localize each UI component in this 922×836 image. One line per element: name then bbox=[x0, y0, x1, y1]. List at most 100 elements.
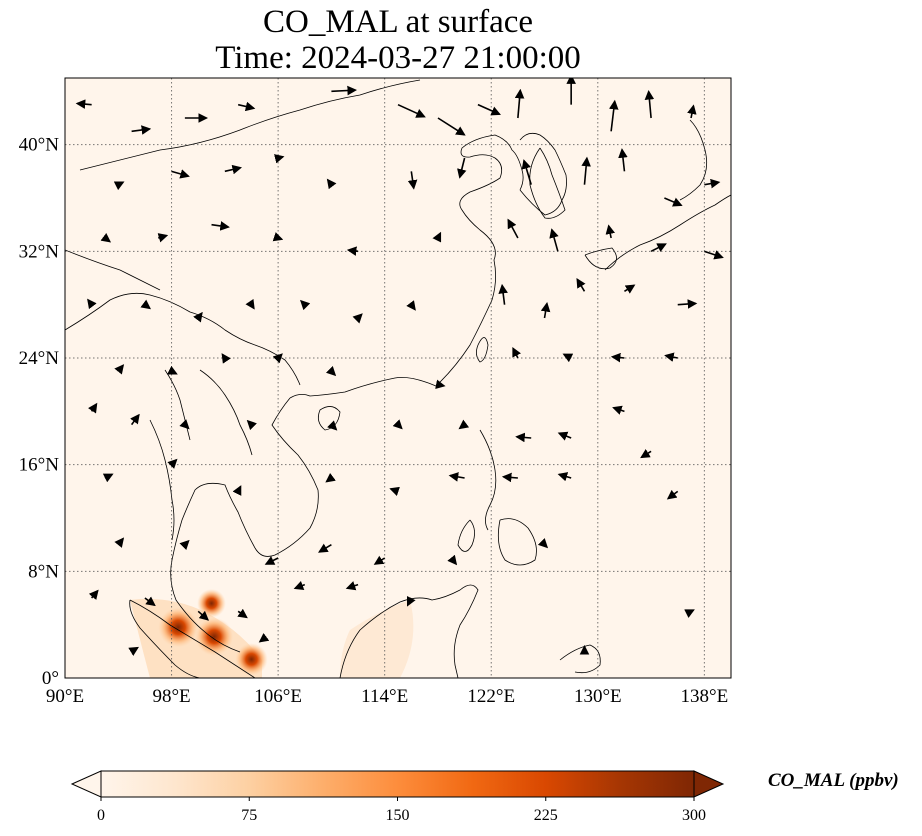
wind-arrow bbox=[507, 218, 519, 239]
chart-title-line-1: CO_MAL at surface bbox=[262, 4, 534, 40]
wind-arrow bbox=[128, 646, 139, 656]
wind-arrow bbox=[113, 181, 125, 191]
wind-arrow bbox=[666, 489, 679, 500]
colorbar-tick-label: 0 bbox=[97, 807, 105, 824]
wind-arrow bbox=[437, 117, 466, 136]
wind-arrow bbox=[540, 302, 551, 319]
wind-arrow bbox=[447, 554, 458, 566]
colorbar-bar bbox=[100, 770, 695, 798]
wind-arrow bbox=[458, 419, 470, 430]
wind-arrow bbox=[264, 556, 279, 565]
lon-tick-label: 114°E bbox=[361, 686, 408, 707]
wind-arrow bbox=[498, 283, 508, 305]
coastlines bbox=[65, 79, 731, 678]
wind-arrow bbox=[650, 243, 667, 253]
map-gridlines bbox=[65, 78, 731, 678]
wind-arrow bbox=[397, 103, 426, 118]
lat-tick-label: 0° bbox=[42, 668, 59, 689]
wind-arrow bbox=[179, 539, 190, 551]
wind-arrow bbox=[537, 538, 549, 549]
lon-tick-label: 138°E bbox=[681, 686, 729, 707]
wind-arrow bbox=[514, 88, 525, 119]
wind-arrow bbox=[457, 157, 467, 179]
wind-arrow bbox=[258, 632, 270, 643]
wind-arrow bbox=[246, 419, 257, 431]
lat-tick-label: 24°N bbox=[19, 348, 60, 369]
wind-arrow bbox=[704, 178, 721, 189]
colorbar-label: CO_MAL (ppbv) bbox=[768, 770, 899, 791]
wind-arrow bbox=[407, 595, 416, 607]
wind-arrow bbox=[501, 472, 518, 483]
wind-arrow bbox=[167, 365, 178, 375]
co-hotspot bbox=[197, 588, 226, 618]
wind-arrow bbox=[102, 473, 114, 483]
wind-arrow bbox=[581, 156, 591, 185]
lon-tick-label: 90°E bbox=[46, 686, 84, 707]
wind-arrow bbox=[406, 300, 416, 311]
wind-arrow bbox=[448, 472, 465, 482]
wind-arrow bbox=[197, 610, 210, 621]
wind-arrow bbox=[293, 580, 306, 590]
lat-tick-label: 16°N bbox=[19, 455, 60, 476]
wind-arrow bbox=[326, 178, 337, 190]
wind-arrow bbox=[432, 231, 442, 243]
wind-arrow bbox=[605, 224, 615, 239]
wind-arrow bbox=[624, 284, 636, 294]
wind-arrow bbox=[644, 90, 655, 119]
map-background bbox=[65, 78, 731, 678]
wind-arrow bbox=[515, 432, 532, 443]
wind-arrow bbox=[609, 99, 619, 132]
wind-arrow bbox=[272, 232, 284, 242]
wind-arrow bbox=[610, 352, 625, 363]
wind-arrow bbox=[114, 364, 125, 375]
wind-arrow bbox=[325, 365, 337, 377]
wind-arrow bbox=[618, 148, 628, 172]
wind-arrow bbox=[331, 85, 357, 96]
wind-arrow bbox=[131, 125, 152, 135]
wind-arrow bbox=[100, 232, 112, 243]
wind-arrow bbox=[221, 353, 231, 364]
colorbar-tick-label: 75 bbox=[241, 807, 257, 824]
wind-arrow bbox=[211, 221, 230, 231]
colorbar: 0 75 150 225 300 bbox=[70, 770, 725, 824]
wind-arrow bbox=[88, 402, 98, 414]
lon-tick-label: 122°E bbox=[467, 686, 515, 707]
wind-arrow bbox=[157, 233, 169, 243]
lon-tick-label: 130°E bbox=[574, 686, 622, 707]
wind-arrow bbox=[407, 171, 418, 190]
wind-arrow bbox=[179, 419, 190, 430]
wind-arrow bbox=[704, 250, 724, 260]
wind-arrow bbox=[245, 298, 255, 310]
lon-tick-label: 106°E bbox=[254, 686, 302, 707]
wind-arrow bbox=[576, 277, 586, 292]
wind-arrow bbox=[273, 154, 285, 164]
longitude-tick-labels: 90°E 98°E 106°E 114°E 122°E 130°E 138°E bbox=[46, 686, 728, 707]
wind-arrow bbox=[327, 420, 338, 431]
lon-tick-label: 98°E bbox=[152, 686, 190, 707]
wind-arrow bbox=[612, 405, 625, 415]
colorbar-tick-label: 150 bbox=[386, 807, 410, 824]
wind-arrow bbox=[677, 299, 698, 309]
wind-arrow bbox=[549, 228, 559, 252]
wind-arrow bbox=[75, 99, 92, 109]
wind-arrow bbox=[435, 379, 446, 390]
co-hotspot bbox=[235, 643, 268, 676]
map-panel bbox=[64, 77, 732, 679]
wind-arrow bbox=[512, 346, 521, 359]
wind-arrow bbox=[557, 472, 572, 482]
colorbar-upper-extension bbox=[693, 770, 725, 798]
wind-arrow bbox=[477, 103, 501, 116]
co-hotspot bbox=[195, 617, 234, 656]
wind-arrow bbox=[88, 589, 99, 601]
wind-arrow bbox=[373, 555, 386, 565]
wind-arrow bbox=[345, 581, 359, 591]
wind-arrow bbox=[167, 458, 178, 469]
map-frame bbox=[64, 77, 732, 679]
wind-arrow bbox=[272, 353, 283, 364]
lat-tick-label: 40°N bbox=[19, 135, 60, 156]
wind-arrow bbox=[684, 609, 695, 619]
lat-tick-label: 32°N bbox=[19, 241, 60, 262]
wind-arrow bbox=[521, 159, 532, 185]
wind-arrow bbox=[224, 164, 242, 175]
